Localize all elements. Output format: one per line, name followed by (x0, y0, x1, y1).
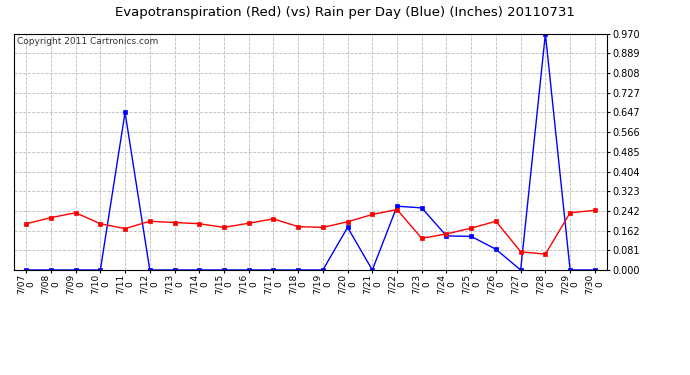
Text: Copyright 2011 Cartronics.com: Copyright 2011 Cartronics.com (17, 37, 158, 46)
Text: Evapotranspiration (Red) (vs) Rain per Day (Blue) (Inches) 20110731: Evapotranspiration (Red) (vs) Rain per D… (115, 6, 575, 19)
